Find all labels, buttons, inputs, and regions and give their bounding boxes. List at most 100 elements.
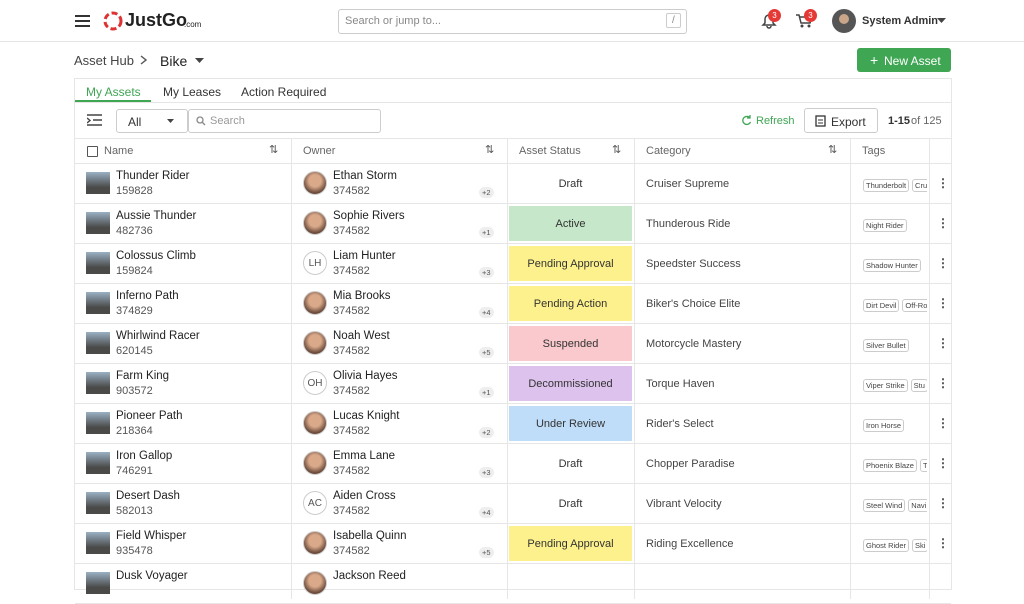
table-row[interactable]: Pioneer Path 218364 Lucas Knight 374582 +2 Un… — [75, 404, 951, 444]
shortcut-key: / — [666, 13, 681, 28]
asset-thumbnail — [86, 212, 110, 234]
tags-cell: Phoenix Blaze T — [863, 457, 927, 473]
select-all[interactable] — [87, 146, 98, 157]
owner-name[interactable]: Mia Brooks — [333, 290, 391, 302]
asset-name[interactable]: Iron Gallop — [116, 450, 173, 462]
table-row[interactable]: Field Whisper 935478 Isabella Quinn 374582 +… — [75, 524, 951, 564]
asset-name[interactable]: Field Whisper — [116, 530, 187, 542]
new-asset-button[interactable]: + New Asset — [857, 48, 951, 72]
user-caret[interactable] — [937, 18, 946, 24]
row-menu[interactable]: ⋮ — [937, 296, 949, 310]
sort-icon[interactable]: ⇅ — [269, 144, 279, 156]
owner-name[interactable]: Isabella Quinn — [333, 530, 407, 542]
asset-id: 159828 — [116, 185, 153, 197]
status-label: Under Review — [535, 418, 606, 430]
tab[interactable]: My Leases — [163, 85, 222, 99]
table-row[interactable]: Colossus Climb 159824 LH Liam Hunter 374582 +… — [75, 244, 951, 284]
asset-name[interactable]: Farm King — [116, 370, 170, 382]
asset-name[interactable]: Colossus Climb — [116, 250, 196, 262]
category: Cruiser Supreme — [646, 178, 730, 190]
sort-icon[interactable]: ⇅ — [828, 144, 838, 156]
breadcrumb-caret[interactable] — [195, 58, 204, 64]
asset-name[interactable]: Dusk Voyager — [116, 570, 188, 582]
asset-name[interactable]: Thunder Rider — [116, 170, 190, 182]
owner-id: 374582 — [333, 345, 370, 357]
asset-name[interactable]: Desert Dash — [116, 490, 180, 502]
collapse-icon[interactable] — [87, 114, 103, 127]
owner-name[interactable]: Emma Lane — [333, 450, 396, 462]
row-menu[interactable]: ⋮ — [937, 336, 949, 350]
breadcrumb-link[interactable]: Asset Hub — [74, 53, 134, 68]
column-header[interactable]: Asset Status — [519, 145, 581, 157]
status-cell: Pending Approval — [509, 526, 632, 561]
row-menu[interactable]: ⋮ — [937, 496, 949, 510]
menu-icon[interactable] — [75, 14, 91, 28]
column-header[interactable]: Name — [104, 145, 134, 157]
asset-id: 582013 — [116, 505, 153, 517]
logo[interactable]: JustGo — [125, 10, 188, 30]
user-name[interactable]: System Admin — [862, 15, 939, 27]
table-row[interactable]: Inferno Path 374829 Mia Brooks 374582 +4 Pend… — [75, 284, 951, 324]
owner-name[interactable]: Olivia Hayes — [333, 370, 398, 382]
owner-name[interactable]: Ethan Storm — [333, 170, 397, 182]
user-avatar[interactable] — [832, 9, 856, 33]
owner-name[interactable]: Noah West — [333, 330, 390, 342]
tag: Off-Ro — [902, 299, 927, 312]
owner-initials: LH — [308, 258, 322, 269]
status-label: Pending Approval — [527, 258, 614, 270]
table-header: Name ⇅ Owner ⇅ Asset Status ⇅ Category ⇅ Tags — [75, 139, 951, 164]
table-row[interactable]: Iron Gallop 746291 Emma Lane 374582 +3 Draft C… — [75, 444, 951, 484]
category: Motorcycle Mastery — [646, 338, 742, 350]
asset-id: 159824 — [116, 265, 153, 277]
asset-thumbnail — [86, 572, 110, 594]
column-divider — [850, 139, 851, 599]
table-row[interactable]: Farm King 903572 OH Olivia Hayes 374582 +1 Dec… — [75, 364, 951, 404]
column-header[interactable]: Owner — [303, 145, 336, 157]
refresh-icon[interactable] — [741, 115, 752, 126]
global-search[interactable]: Search or jump to... / — [338, 9, 687, 34]
owner-name[interactable]: Aiden Cross — [333, 490, 396, 502]
status-label: Draft — [558, 458, 583, 470]
tag: Ghost Rider — [863, 539, 910, 552]
export-button[interactable]: Export — [804, 108, 878, 133]
asset-id: 746291 — [116, 465, 153, 477]
owner-name[interactable]: Sophie Rivers — [333, 210, 405, 222]
tab-active[interactable]: My Assets — [86, 85, 141, 99]
asset-name[interactable]: Whirlwind Racer — [116, 330, 200, 342]
category: Vibrant Velocity — [646, 498, 722, 510]
row-menu[interactable]: ⋮ — [937, 176, 949, 190]
column-header[interactable]: Tags — [862, 145, 886, 157]
filter-select[interactable]: All — [116, 109, 188, 133]
table-row[interactable]: Whirlwind Racer 620145 Noah West 374582 +5 Su… — [75, 324, 951, 364]
row-menu[interactable]: ⋮ — [937, 456, 949, 470]
owner-name[interactable]: Lucas Knight — [333, 410, 400, 422]
column-header[interactable]: Category — [646, 145, 691, 157]
owner-id: 374582 — [333, 385, 370, 397]
row-menu[interactable]: ⋮ — [937, 256, 949, 270]
row-menu[interactable]: ⋮ — [937, 536, 949, 550]
sort-icon[interactable]: ⇅ — [612, 144, 622, 156]
row-menu[interactable]: ⋮ — [937, 376, 949, 390]
sort-icon[interactable]: ⇅ — [485, 144, 495, 156]
cart-badge: 3 — [804, 9, 817, 22]
status-label: Pending Approval — [527, 538, 614, 550]
tab[interactable]: Action Required — [241, 85, 327, 99]
tags-cell: Dirt Devil Off-Ro — [863, 297, 927, 313]
table-row[interactable]: Dusk Voyager Jackson Reed — [75, 564, 951, 604]
owner-name[interactable]: Jackson Reed — [333, 570, 406, 582]
table-row[interactable]: Aussie Thunder 482736 Sophie Rivers 374582 +… — [75, 204, 951, 244]
row-menu[interactable]: ⋮ — [937, 416, 949, 430]
asset-name[interactable]: Inferno Path — [116, 290, 179, 302]
refresh-button[interactable]: Refresh — [756, 115, 795, 127]
table-row[interactable]: Thunder Rider 159828 Ethan Storm 374582 +2 Dr… — [75, 164, 951, 204]
status-label: Decommissioned — [528, 378, 613, 390]
status-cell: Decommissioned — [509, 366, 632, 401]
asset-name[interactable]: Pioneer Path — [116, 410, 183, 422]
owner-name[interactable]: Liam Hunter — [333, 250, 396, 262]
asset-name[interactable]: Aussie Thunder — [116, 210, 197, 222]
category: Torque Haven — [646, 378, 715, 390]
table-search[interactable]: Search — [188, 109, 381, 133]
tags-cell: Silver Bullet — [863, 337, 927, 353]
row-menu[interactable]: ⋮ — [937, 216, 949, 230]
table-row[interactable]: Desert Dash 582013 AC Aiden Cross 374582 +4 Dr… — [75, 484, 951, 524]
